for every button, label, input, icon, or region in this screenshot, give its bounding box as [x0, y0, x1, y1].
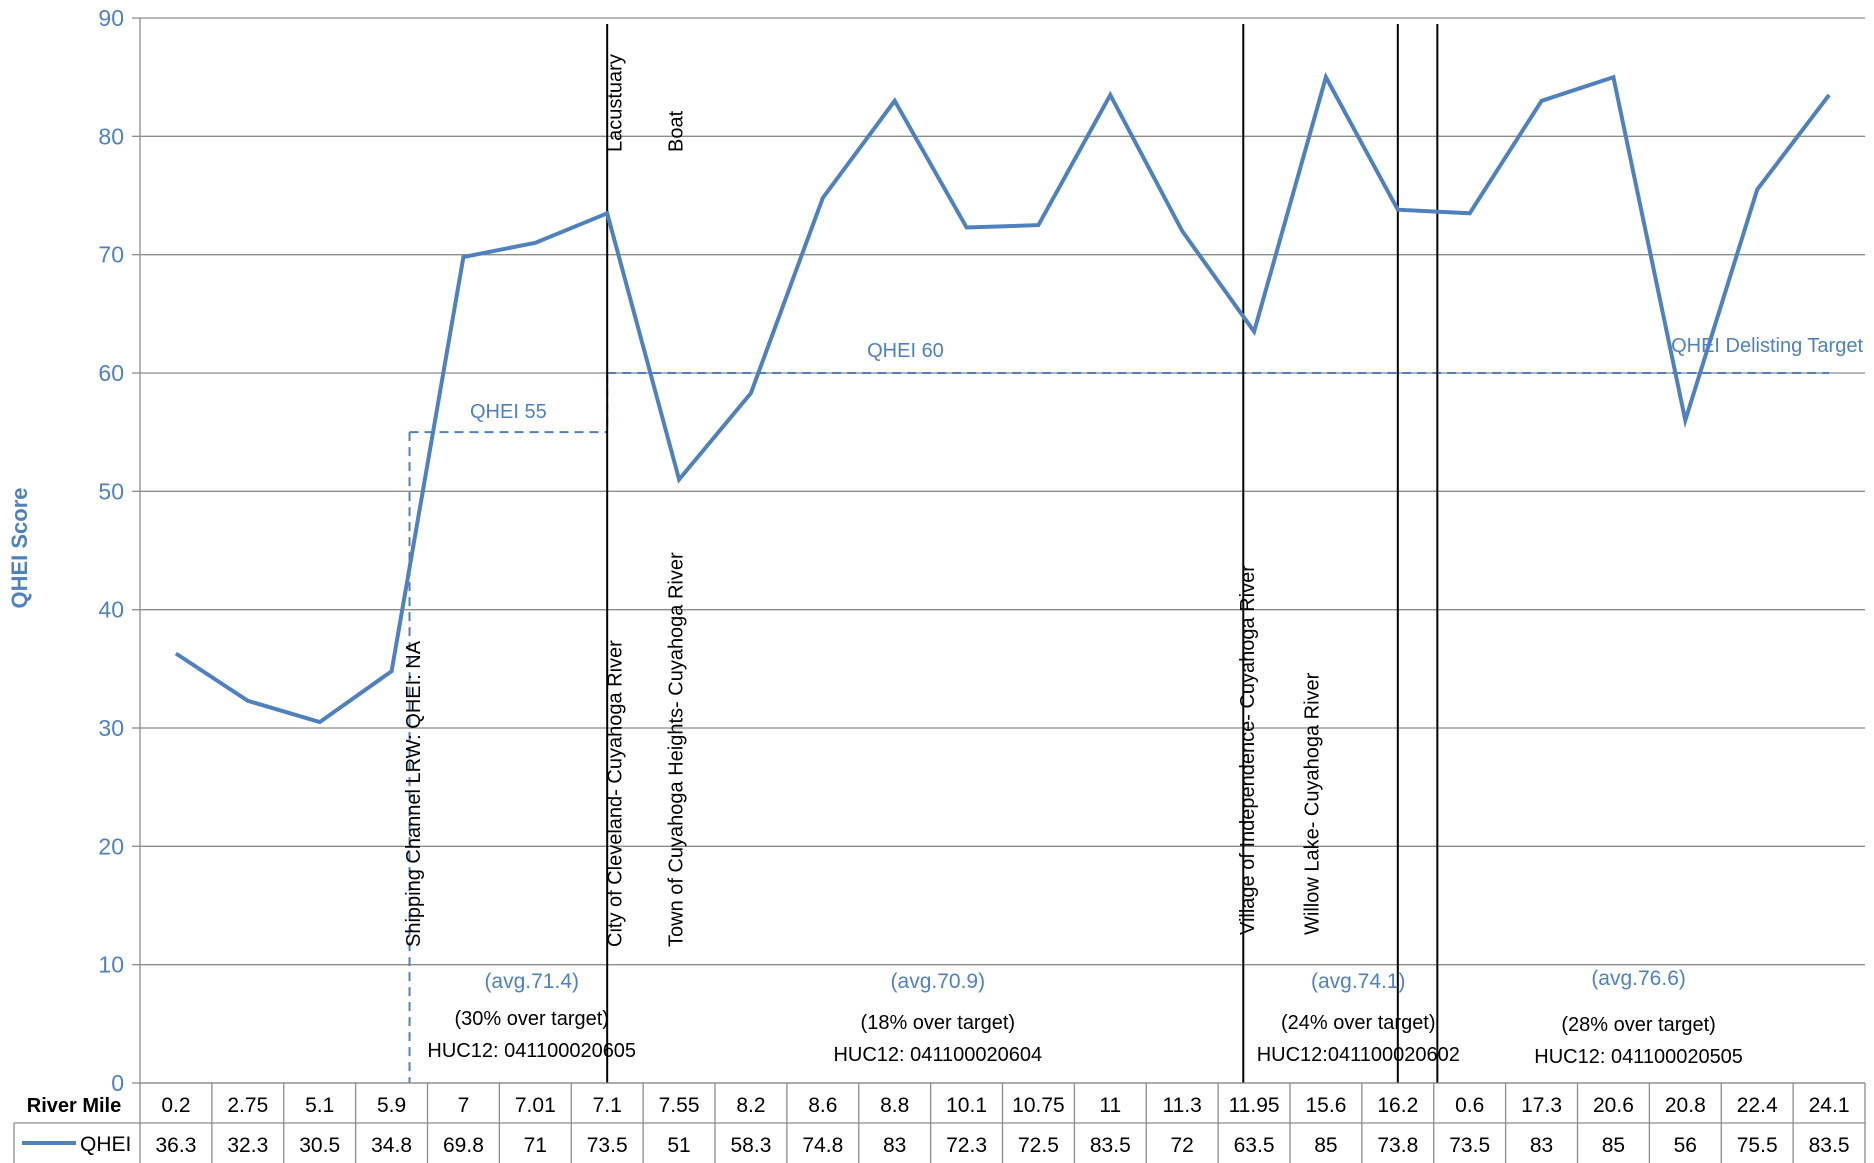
table-value: 85	[1314, 1134, 1337, 1157]
segment-over-target: (18% over target)	[861, 1012, 1016, 1034]
vertical-label: Willow Lake- Cuyahoga River	[1302, 672, 1324, 935]
table-value: 72.3	[946, 1134, 987, 1157]
table-value: 51	[667, 1134, 690, 1157]
x-axis-label: River Mile	[27, 1095, 121, 1117]
y-axis-label: QHEI Score	[7, 487, 32, 608]
segment-over-target: (28% over target)	[1561, 1014, 1716, 1036]
x-tick-label: 2.75	[227, 1094, 268, 1117]
table-value: 58.3	[731, 1134, 772, 1157]
segment-huc: HUC12: 041100020604	[833, 1044, 1042, 1066]
segment-over-target: (30% over target)	[454, 1008, 609, 1030]
table-value: 74.8	[802, 1134, 843, 1157]
y-tick-label: 10	[98, 952, 124, 978]
segment-huc: HUC12:041100020602	[1257, 1044, 1460, 1066]
x-tick-label: 22.4	[1737, 1094, 1778, 1117]
table-value: 85	[1602, 1134, 1625, 1157]
segment-huc: HUC12: 041100020605	[427, 1040, 636, 1062]
x-tick-label: 5.1	[305, 1094, 334, 1117]
x-tick-label: 15.6	[1306, 1094, 1347, 1117]
table-value: 32.3	[227, 1134, 268, 1157]
table-value: 73.5	[1449, 1134, 1490, 1157]
table-value: 72.5	[1018, 1134, 1059, 1157]
target-label-55: QHEI 55	[470, 401, 547, 423]
y-tick-label: 40	[98, 597, 124, 623]
x-tick-label: 7.1	[593, 1094, 622, 1117]
x-tick-label: 8.8	[880, 1094, 909, 1117]
x-tick-label: 10.1	[946, 1094, 987, 1117]
vertical-label: Shipping Channel LRW: QHEI: NA	[403, 640, 425, 947]
y-tick-label: 70	[98, 242, 124, 268]
gridlines	[139, 17, 1865, 1084]
x-tick-label: 7.55	[659, 1094, 700, 1117]
table-value: 83	[1530, 1134, 1553, 1157]
y-tick-label: 50	[98, 478, 124, 504]
segment-avg: (avg.76.6)	[1591, 967, 1686, 990]
x-tick-label: 0.2	[161, 1094, 190, 1117]
table-value: 71	[524, 1134, 547, 1157]
vertical-label: Lacustuary	[604, 54, 626, 152]
x-tick-label: 20.6	[1593, 1094, 1634, 1117]
vertical-labels: Shipping Channel LRW: QHEI: NA Lacustuary…	[403, 54, 1323, 947]
x-tick-label: 11.95	[1229, 1094, 1280, 1117]
data-table: 0.2 2.75 5.1 5.9 7 7.01 7.1 7.55 8.2 8.6 8.8 10.1 10…	[13, 1082, 1866, 1163]
y-axis-ticks: 0 10 20 30 40 50 60 70 80 90	[98, 5, 140, 1096]
x-tick-label: 5.9	[377, 1094, 406, 1117]
table-value: 75.5	[1737, 1134, 1778, 1157]
x-tick-label: 8.6	[808, 1094, 837, 1117]
table-value: 69.8	[443, 1134, 484, 1157]
x-tick-label: 10.75	[1012, 1094, 1065, 1117]
table-value: 73.8	[1377, 1134, 1418, 1157]
x-tick-label: 8.2	[736, 1094, 765, 1117]
x-tick-label: 17.3	[1521, 1094, 1562, 1117]
x-tick-label: 7.01	[515, 1094, 556, 1117]
series-lines	[174, 71, 1831, 725]
segment-avg: (avg.71.4)	[484, 970, 579, 993]
table-value: 72	[1171, 1134, 1194, 1157]
y-tick-label: 80	[98, 123, 124, 149]
table-value: 56	[1674, 1134, 1697, 1157]
table-value: 83.5	[1090, 1134, 1131, 1157]
table-value: 83	[883, 1134, 906, 1157]
segment-over-target: (24% over target)	[1281, 1012, 1436, 1034]
segment-annotations: (avg.71.4) (30% over target) HUC12: 041100…	[427, 967, 1743, 1068]
segment-avg: (avg.74.1)	[1311, 970, 1406, 993]
x-tick-label: 7	[458, 1094, 470, 1117]
series-line-qhei	[174, 71, 1831, 725]
x-tick-label: 20.8	[1665, 1094, 1706, 1117]
segment-avg: (avg.70.9)	[891, 970, 986, 993]
y-tick-label: 60	[98, 360, 124, 386]
x-tick-label: 24.1	[1809, 1094, 1850, 1117]
vertical-label: Boat	[665, 110, 687, 152]
table-value: 34.8	[371, 1134, 412, 1157]
vertical-label: Village of Independence- Cuyahoga River	[1237, 565, 1259, 935]
x-tick-label: 11.3	[1163, 1094, 1202, 1117]
target-label-60: QHEI 60	[867, 340, 944, 362]
table-value: 73.5	[587, 1134, 628, 1157]
y-tick-label: 90	[98, 5, 124, 31]
table-value: 30.5	[299, 1134, 340, 1157]
table-value: 63.5	[1234, 1134, 1275, 1157]
segment-huc: HUC12: 041100020505	[1534, 1046, 1743, 1068]
table-value: 83.5	[1809, 1134, 1850, 1157]
y-tick-label: 20	[98, 833, 124, 859]
vertical-label: City of Cleveland- Cuyahoga River	[604, 640, 626, 947]
x-tick-label: 11	[1099, 1094, 1121, 1117]
segment-dividers	[606, 24, 1439, 1083]
vertical-label: Town of Cuyahoga Heights- Cuyahoga River	[665, 552, 687, 947]
y-tick-label: 0	[111, 1070, 124, 1096]
table-value: 36.3	[156, 1134, 197, 1157]
x-tick-label: 16.2	[1377, 1094, 1418, 1117]
x-tick-label: 0.6	[1455, 1094, 1484, 1117]
legend-label: QHEI	[80, 1133, 131, 1156]
target-label-delisting: QHEI Delisting Target	[1671, 335, 1863, 357]
y-tick-label: 30	[98, 715, 124, 741]
